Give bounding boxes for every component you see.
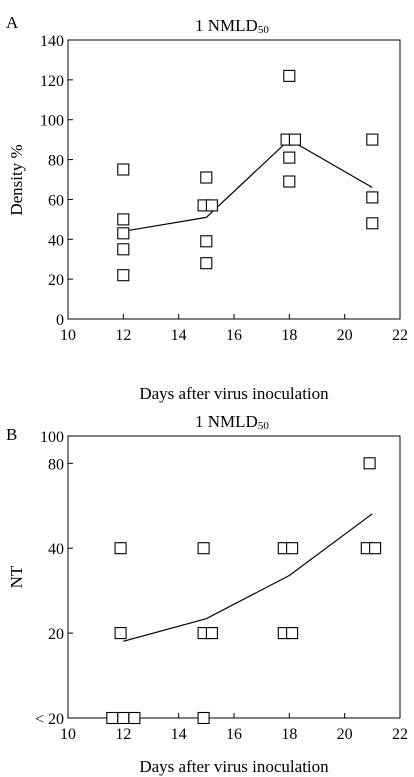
x-tick-label: 10 — [60, 327, 76, 344]
x-tick-label: 18 — [281, 327, 297, 344]
panel-b-markers — [106, 457, 382, 725]
x-tick-label: 12 — [115, 726, 131, 743]
x-tick-label: 20 — [337, 327, 353, 344]
panel-a-chart: A 1 NMLD50 10 12 14 16 18 20 22 0 20 40 60 80 100 12… — [6, 13, 408, 403]
data-point-marker — [283, 151, 296, 164]
data-point-marker — [366, 133, 379, 146]
y-tick-label: 140 — [40, 33, 64, 50]
data-point-marker — [117, 227, 130, 240]
x-tick-label: 20 — [337, 726, 353, 743]
data-point-marker — [197, 542, 210, 555]
y-tick-label: 60 — [48, 192, 64, 209]
panel-b-y-ticks: < 20 20 40 80 100 — [35, 429, 73, 728]
panel-b-trend-line — [123, 513, 373, 642]
data-point-marker — [117, 213, 130, 226]
data-point-marker — [117, 269, 130, 282]
data-point-marker — [363, 457, 376, 470]
data-point-marker — [205, 199, 218, 212]
data-point-marker — [205, 627, 218, 640]
panel-b-title-sub: 50 — [258, 420, 270, 432]
y-tick-label: 100 — [40, 113, 64, 130]
data-point-marker — [200, 257, 213, 270]
y-tick-label: 40 — [48, 232, 64, 249]
data-point-marker — [128, 711, 141, 725]
x-tick-label: 14 — [171, 327, 187, 344]
y-tick-label: 40 — [48, 541, 64, 558]
x-tick-label: 22 — [392, 327, 408, 344]
data-point-marker — [200, 171, 213, 184]
panel-a-markers — [117, 69, 379, 282]
y-tick-label: 80 — [48, 153, 64, 170]
x-tick-label: 10 — [60, 726, 76, 743]
panel-b-y-axis-label: NT — [7, 565, 26, 588]
data-point-marker — [106, 711, 119, 725]
data-point-marker — [114, 542, 127, 555]
x-tick-label: 18 — [281, 726, 297, 743]
data-point-marker — [369, 542, 382, 555]
panel-b-title-main: 1 NMLD — [195, 412, 258, 431]
x-tick-label: 16 — [226, 726, 242, 743]
data-point-marker — [117, 163, 130, 176]
y-tick-label: 120 — [40, 73, 64, 90]
data-point-marker — [197, 711, 210, 725]
x-tick-label: 14 — [171, 726, 187, 743]
data-point-marker — [286, 627, 299, 640]
data-point-marker — [117, 243, 130, 256]
y-tick-label: 20 — [48, 626, 64, 643]
panel-a-y-axis-label: Density % — [7, 144, 26, 215]
panel-a-x-ticks: 10 12 14 16 18 20 22 — [60, 314, 408, 344]
panel-b-title: 1 NMLD50 — [195, 412, 269, 432]
panel-a-letter: A — [6, 13, 19, 32]
y-tick-label: 100 — [40, 429, 64, 446]
data-point-marker — [283, 175, 296, 188]
panel-b-letter: B — [6, 425, 17, 444]
panel-b-chart: B 1 NMLD50 10 12 14 16 18 20 22 < 20204080100 … — [6, 412, 408, 776]
panel-a-x-axis-label: Days after virus inoculation — [139, 384, 329, 403]
x-tick-label: 22 — [392, 726, 408, 743]
panel-b-plot-frame — [67, 435, 401, 719]
panel-a-title: 1 NMLD50 — [195, 16, 269, 36]
data-point-marker — [283, 69, 296, 82]
x-tick-label: 12 — [115, 327, 131, 344]
panel-b-x-axis-label: Days after virus inoculation — [139, 757, 329, 776]
panel-a-trend-line — [123, 138, 373, 232]
data-point-marker — [366, 217, 379, 230]
data-point-marker — [200, 235, 213, 248]
data-point-marker — [114, 627, 127, 640]
data-point-marker — [286, 542, 299, 555]
y-tick-label: 20 — [48, 272, 64, 289]
panel-a-title-sub: 50 — [258, 24, 270, 36]
x-tick-label: 16 — [226, 327, 242, 344]
y-tick-label: < 20 — [35, 711, 64, 728]
data-point-marker — [288, 133, 301, 146]
data-point-marker — [366, 191, 379, 204]
y-tick-label: 80 — [48, 456, 64, 473]
data-point-marker — [117, 711, 130, 725]
y-tick-label: 0 — [56, 312, 64, 329]
panel-a-title-main: 1 NMLD — [195, 16, 258, 35]
panel-b-x-ticks: 10 12 14 16 18 20 22 — [60, 713, 408, 743]
panel-a-y-ticks: 0 20 40 60 80 100 120 140 — [40, 33, 73, 329]
